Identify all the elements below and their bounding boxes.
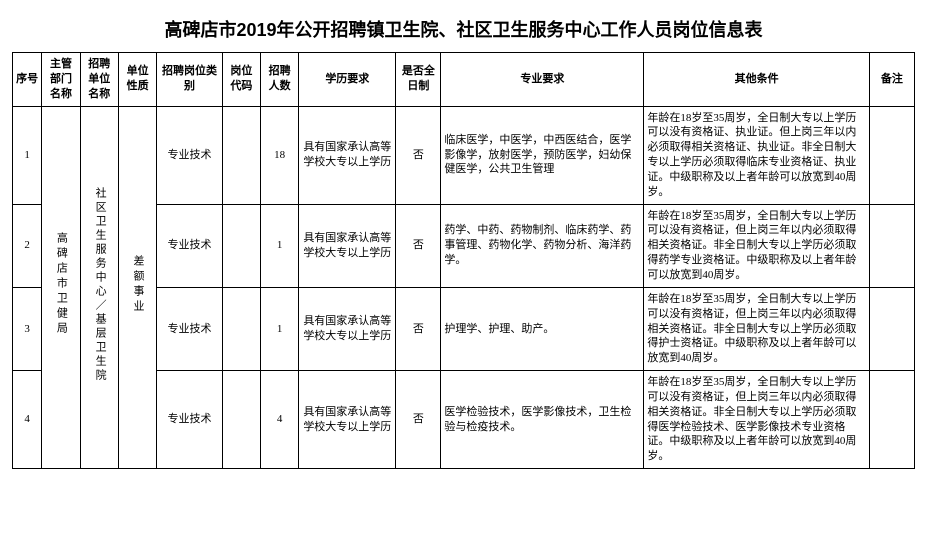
cell-full: 否 [396,287,441,370]
col-num: 招聘人数 [261,53,299,107]
page-title: 高碑店市2019年公开招聘镇卫生院、社区卫生服务中心工作人员岗位信息表 [12,16,915,42]
cell-remark [869,106,914,204]
cell-other: 年龄在18岁至35周岁，全日制大专以上学历可以没有资格证、执业证。但上岗三年以内… [644,106,870,204]
cell-remark [869,204,914,287]
cell-major: 护理学、护理、助产。 [441,287,644,370]
col-other: 其他条件 [644,53,870,107]
cell-idx: 3 [13,287,42,370]
cell-edu: 具有国家承认高等学校大专以上学历 [299,204,396,287]
cell-num: 1 [261,204,299,287]
cell-idx: 4 [13,371,42,469]
cell-num: 4 [261,371,299,469]
cell-remark [869,287,914,370]
cell-idx: 1 [13,106,42,204]
cell-dept: 高碑店市卫健局 [42,106,80,469]
cell-num: 1 [261,287,299,370]
col-idx: 序号 [13,53,42,107]
cell-edu: 具有国家承认高等学校大专以上学历 [299,371,396,469]
cell-major: 药学、中药、药物制剂、临床药学、药事管理、药物化学、药物分析、海洋药学。 [441,204,644,287]
dept-text: 高碑店市卫健局 [54,232,69,337]
cell-edu: 具有国家承认高等学校大专以上学历 [299,106,396,204]
cell-other: 年龄在18岁至35周岁，全日制大专以上学历可以没有资格证，但上岗三年以内必须取得… [644,204,870,287]
col-major: 专业要求 [441,53,644,107]
cell-code [222,371,260,469]
cell-idx: 2 [13,204,42,287]
table-header-row: 序号 主管部门名称 招聘单位名称 单位性质 招聘岗位类别 岗位代码 招聘人数 学… [13,53,915,107]
col-full: 是否全日制 [396,53,441,107]
col-cat: 招聘岗位类别 [157,53,222,107]
cell-full: 否 [396,204,441,287]
cell-full: 否 [396,106,441,204]
col-remark: 备注 [869,53,914,107]
cell-unit: 社区卫生服务中心／基层卫生院 [80,106,118,469]
cell-full: 否 [396,371,441,469]
cell-code [222,106,260,204]
col-edu: 学历要求 [299,53,396,107]
cell-other: 年龄在18岁至35周岁，全日制大专以上学历可以没有资格证，但上岗三年以内必须取得… [644,371,870,469]
cell-cat: 专业技术 [157,106,222,204]
cell-major: 医学检验技术，医学影像技术，卫生检验与检疫技术。 [441,371,644,469]
cell-cat: 专业技术 [157,287,222,370]
cell-num: 18 [261,106,299,204]
col-nature: 单位性质 [118,53,156,107]
cell-code [222,204,260,287]
cell-cat: 专业技术 [157,371,222,469]
cell-nature: 差额事业 [118,106,156,469]
col-code: 岗位代码 [222,53,260,107]
unit-text: 社区卫生服务中心／基层卫生院 [91,187,109,383]
cell-edu: 具有国家承认高等学校大专以上学历 [299,287,396,370]
cell-other: 年龄在18岁至35周岁，全日制大专以上学历可以没有资格证，但上岗三年以内必须取得… [644,287,870,370]
job-table: 序号 主管部门名称 招聘单位名称 单位性质 招聘岗位类别 岗位代码 招聘人数 学… [12,52,915,469]
col-dept: 主管部门名称 [42,53,80,107]
cell-code [222,287,260,370]
cell-major: 临床医学，中医学，中西医结合，医学影像学，放射医学，预防医学，妇幼保健医学，公共… [441,106,644,204]
col-unit: 招聘单位名称 [80,53,118,107]
cell-remark [869,371,914,469]
nature-text: 差额事业 [130,255,145,315]
table-row: 1 高碑店市卫健局 社区卫生服务中心／基层卫生院 差额事业 专业技术 18 具有… [13,106,915,204]
cell-cat: 专业技术 [157,204,222,287]
